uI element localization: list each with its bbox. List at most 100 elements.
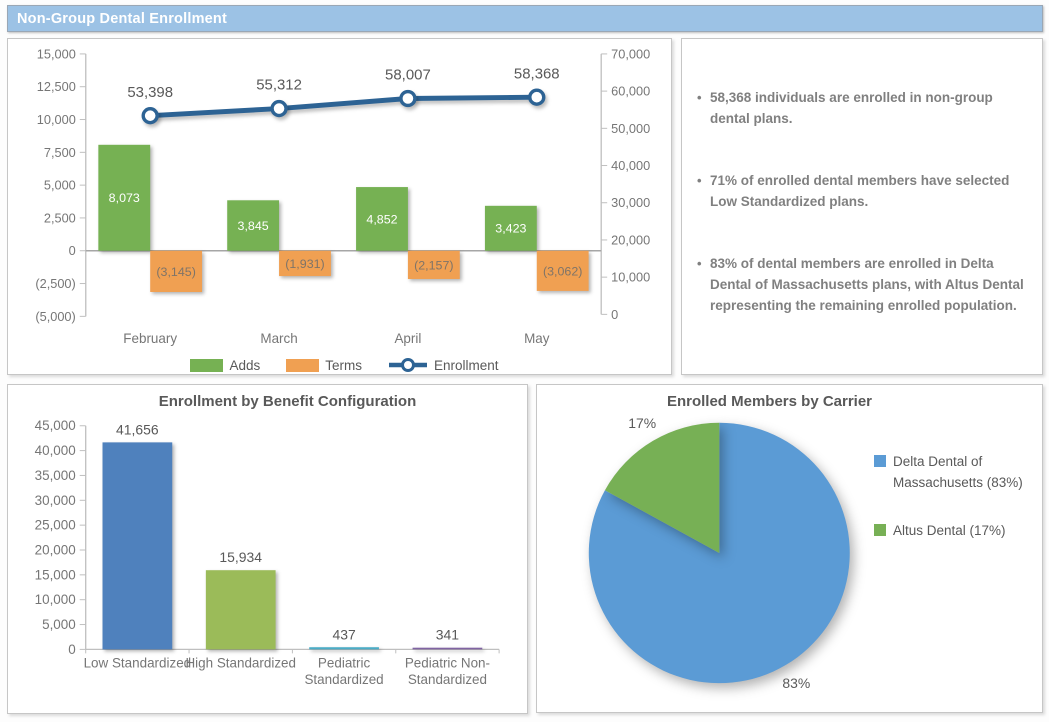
insight-bullet: 58,368 individuals are enrolled in non-g…	[694, 87, 1028, 129]
terms-bar-label: (2,157)	[414, 258, 453, 272]
header-bar: Non-Group Dental Enrollment	[7, 5, 1043, 32]
adds-bar-label: 4,852	[366, 212, 397, 226]
benefit-bar-chart: 45,000 40,000 35,000 30,000 25,000 20,000 15,0…	[35, 418, 500, 687]
left-axis-tick-label: 5,000	[44, 178, 76, 193]
insights-list: 58,368 individuals are enrolled in non-g…	[682, 39, 1042, 316]
adds-bar	[484, 205, 537, 251]
panel-insights: 58,368 individuals are enrolled in non-g…	[681, 38, 1043, 375]
benefit-bar	[102, 442, 173, 650]
legend-item-delta: Delta Dental of Massachusetts (83%)	[874, 451, 1034, 493]
legend-label-terms: Terms	[325, 357, 362, 373]
left-axis-tick-label: 15,000	[37, 46, 76, 61]
benefit-bar-value-label: 41,656	[116, 421, 159, 437]
left-axis-tick-label: (2,500)	[35, 276, 75, 291]
y-axis-tick-label: 5,000	[42, 617, 76, 632]
legend-item-altus: Altus Dental (17%)	[874, 520, 1034, 541]
left-axis-tick-label: 12,500	[37, 79, 76, 94]
terms-bar-label: (3,145)	[156, 265, 195, 279]
y-axis-tick-label: 30,000	[35, 493, 76, 508]
left-axis-tick-label: 2,500	[44, 210, 76, 225]
insight-bullet: 83% of dental members are enrolled in De…	[694, 253, 1028, 316]
adds-bar-label: 8,073	[109, 191, 140, 205]
benefit-category-label: Low Standardized	[84, 655, 192, 670]
terms-bar	[407, 250, 460, 280]
benefit-bar	[205, 570, 276, 650]
y-axis-tick-label: 45,000	[35, 418, 76, 433]
adds-bar	[98, 144, 151, 251]
enrollment-marker	[141, 107, 159, 125]
left-axis-tick-label: 7,500	[44, 145, 76, 160]
y-axis-tick-label: 10,000	[35, 592, 76, 607]
right-axis-tick-label: 0	[611, 307, 618, 322]
carrier-legend: Delta Dental of Massachusetts (83%) Altu…	[874, 451, 1034, 541]
left-axis-tick-label: 10,000	[37, 112, 76, 127]
legend-marker	[401, 358, 415, 372]
benefit-category-label: High Standardized	[185, 655, 296, 670]
pie-slice-altus	[604, 422, 720, 553]
altus-swatch	[874, 524, 886, 536]
left-axis-tick-label: (5,000)	[35, 309, 75, 324]
adds-bar-label: 3,423	[495, 222, 526, 236]
adds-bar	[356, 187, 408, 251]
pie-slice-delta	[588, 422, 850, 684]
benefit-bar-value-label: 437	[332, 626, 356, 642]
category-label: April	[394, 331, 421, 346]
legend-label-delta: Delta Dental of Massachusetts (83%)	[893, 454, 1023, 490]
category-label: February	[123, 331, 177, 346]
right-axis-tick-label: 60,000	[611, 84, 650, 99]
benefit-chart-title: Enrollment by Benefit Configuration	[158, 393, 417, 410]
legend-label-enrollment: Enrollment	[434, 357, 499, 373]
right-axis-tick-label: 10,000	[611, 270, 650, 285]
category-label: May	[524, 331, 550, 346]
panel-enrollment-trend: 15,000 12,500 10,000 7,500 5,000 2,500 0 (2,500…	[7, 38, 672, 375]
enrollment-line	[150, 94, 537, 119]
pie-data-label: 83%	[782, 675, 810, 691]
benefit-bar-value-label: 15,934	[219, 549, 262, 565]
combo-legend: Adds Terms Enrollment	[86, 355, 603, 375]
terms-bar	[150, 250, 203, 293]
right-axis-tick-label: 30,000	[611, 195, 650, 210]
legend-item-adds: Adds	[190, 358, 260, 373]
legend-label-altus: Altus Dental (17%)	[893, 523, 1006, 538]
y-axis-tick-label: 15,000	[35, 567, 76, 582]
category-label: March	[260, 331, 297, 346]
terms-bar	[279, 250, 331, 277]
enrollment-combo-chart: 15,000 12,500 10,000 7,500 5,000 2,500 0 (2,500…	[35, 46, 650, 346]
terms-bar-label: (1,931)	[285, 257, 324, 271]
panel-carrier-mix: Enrolled Members by Carrier 83% 17% Delta…	[536, 384, 1043, 713]
insight-bullet: 71% of enrolled dental members have sele…	[694, 170, 1028, 212]
adds-swatch	[190, 358, 224, 372]
delta-swatch	[874, 455, 886, 467]
benefit-category-label: Pediatric Non-Standardized	[405, 655, 490, 687]
enrollment-data-label: 55,312	[256, 77, 302, 94]
adds-bar-label: 3,845	[238, 219, 269, 233]
right-axis-tick-label: 20,000	[611, 232, 650, 247]
right-axis-tick-label: 50,000	[611, 121, 650, 136]
page-title: Non-Group Dental Enrollment	[17, 10, 228, 27]
y-axis-tick-label: 40,000	[35, 443, 76, 458]
y-axis-tick-label: 0	[68, 642, 75, 657]
y-axis-tick-label: 25,000	[35, 518, 76, 533]
panel-benefit-configuration: Enrollment by Benefit Configuration 45,0…	[7, 384, 528, 714]
enrollment-marker	[270, 99, 288, 118]
terms-bar	[536, 250, 589, 291]
enrollment-data-label: 58,007	[385, 67, 431, 84]
legend-item-enrollment: Enrollment	[388, 357, 499, 373]
enrollment-marker	[528, 88, 546, 106]
terms-swatch	[286, 358, 320, 372]
enrollment-marker	[399, 89, 417, 108]
y-axis-tick-label: 35,000	[35, 468, 76, 483]
carrier-chart-title: Enrolled Members by Carrier	[666, 393, 873, 410]
legend-label-adds: Adds	[229, 357, 261, 373]
benefit-bar	[412, 647, 483, 650]
benefit-bar	[309, 647, 379, 650]
left-axis-tick-label: 0	[69, 243, 76, 258]
adds-bar	[227, 200, 280, 251]
enrollment-line-marker-icon	[389, 358, 427, 372]
enrollment-data-label: 58,368	[514, 65, 560, 82]
benefit-category-label: Pediatric Standardized	[304, 655, 383, 687]
right-axis-tick-label: 40,000	[611, 158, 650, 173]
terms-bar-label: (3,062)	[543, 264, 582, 278]
legend-item-terms: Terms	[286, 358, 362, 373]
